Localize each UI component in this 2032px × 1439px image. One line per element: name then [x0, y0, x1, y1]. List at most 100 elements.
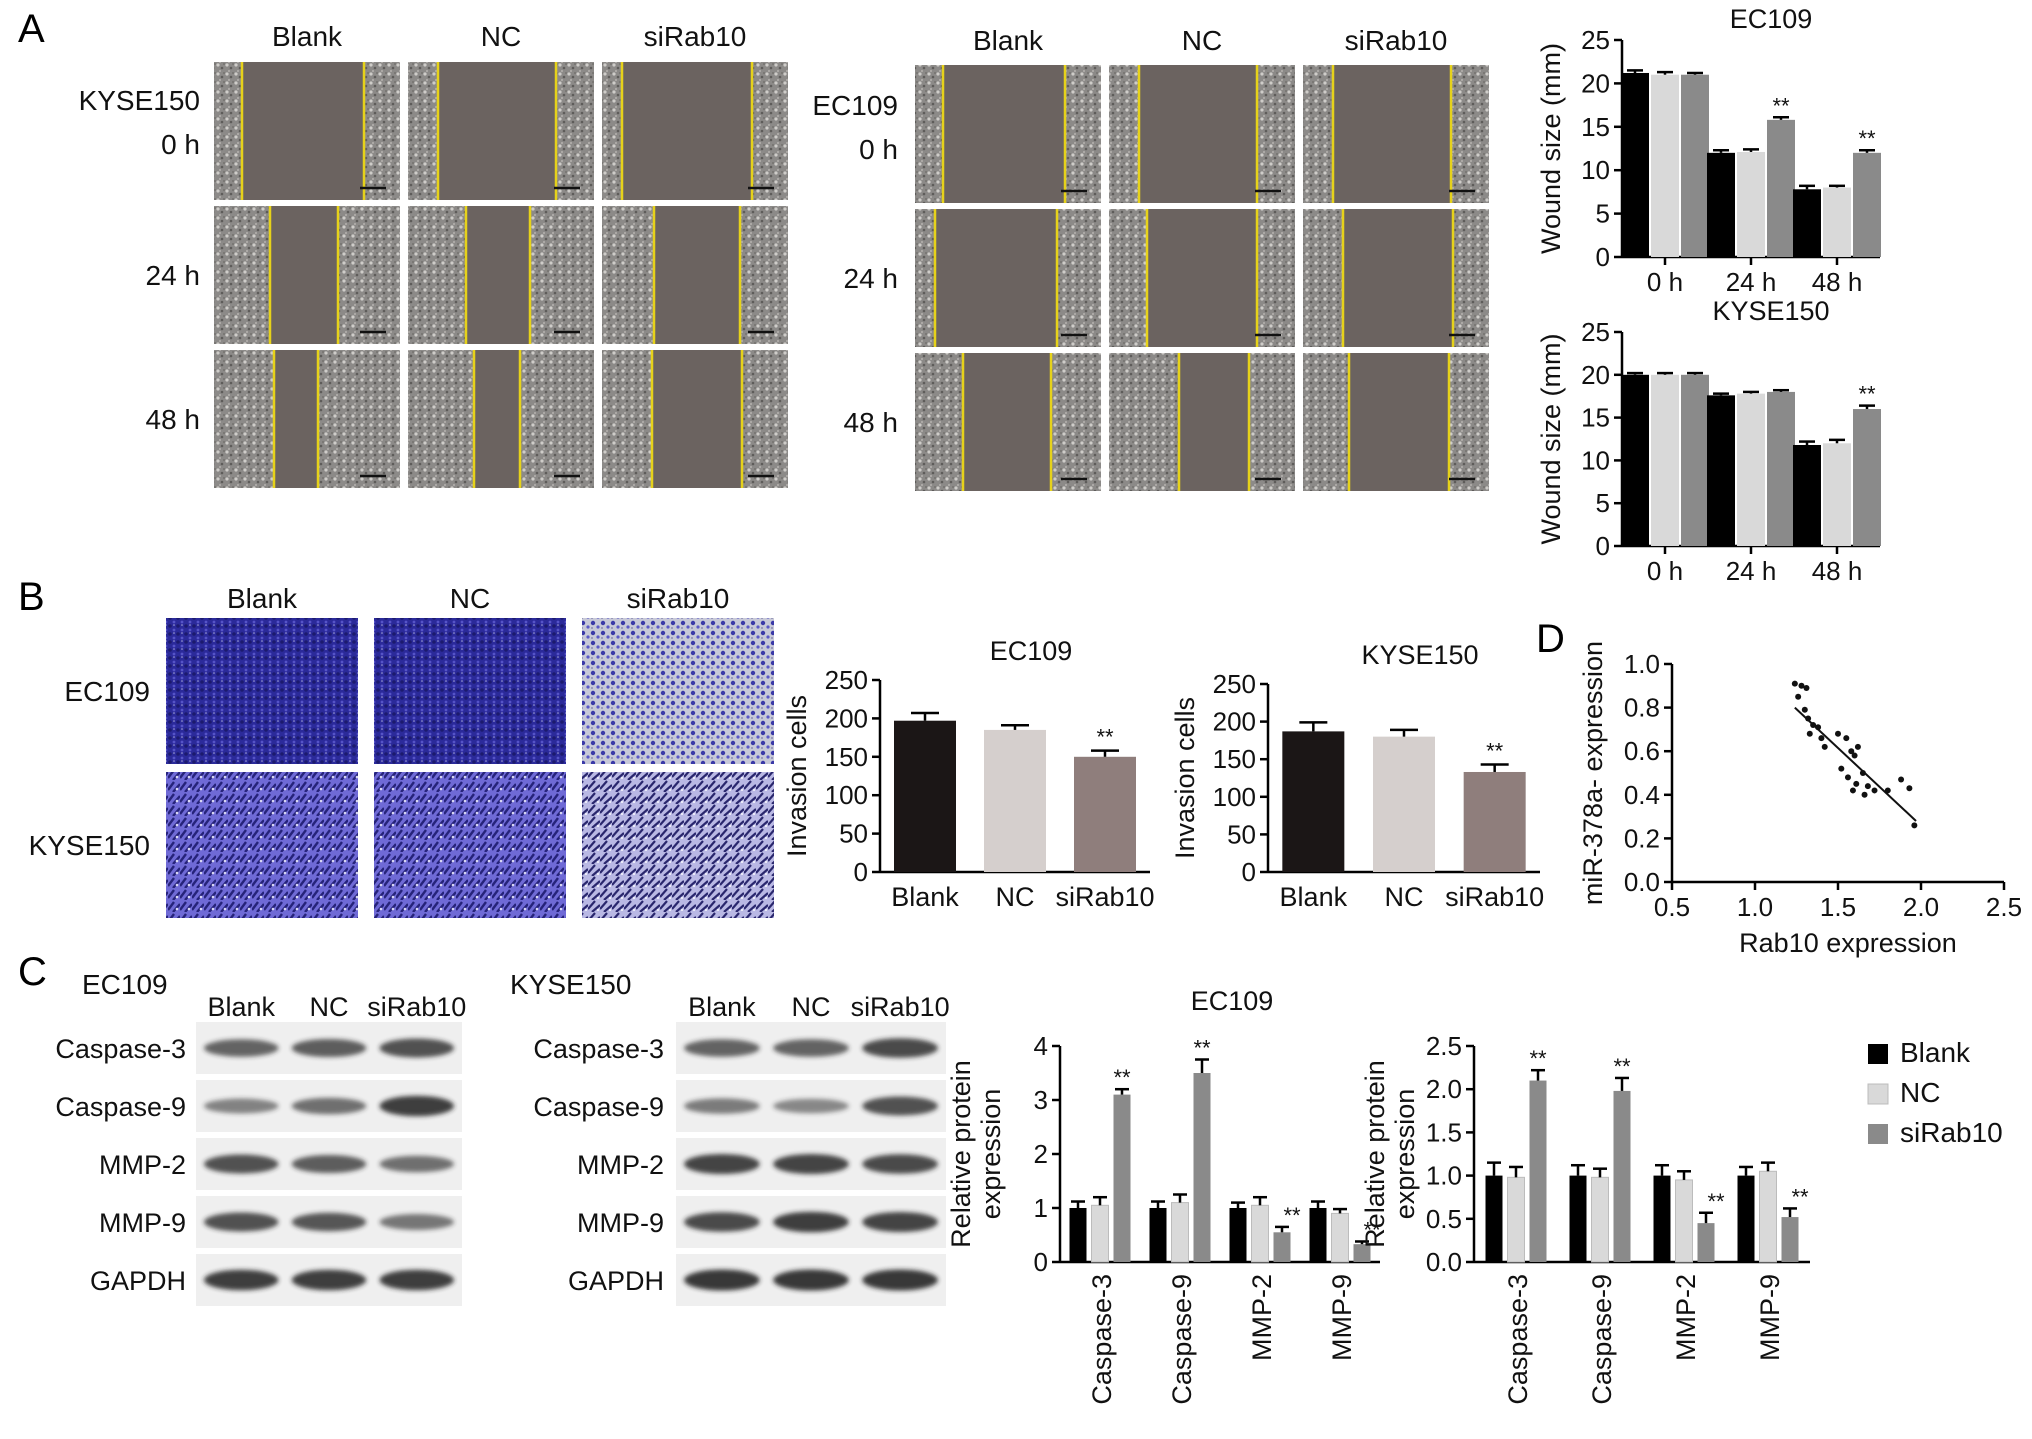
invasion-image	[166, 618, 358, 764]
protein-label: MMP-2	[99, 1150, 186, 1180]
bar-blank	[1737, 1175, 1755, 1262]
protein-band	[379, 1214, 455, 1230]
western-blot-ec109: EC109 Blank NC siRab10 Caspase-3 Caspase-9 MMP…	[55, 969, 466, 1306]
wound-gap	[622, 62, 752, 200]
y-tick-label: 25	[1581, 317, 1610, 347]
lane-header-blank: Blank	[207, 992, 275, 1022]
data-point	[1798, 682, 1805, 689]
y-tick-label: 0.0	[1426, 1247, 1462, 1277]
lane-header-sirab10: siRab10	[851, 992, 950, 1022]
x-tick-label: Caspase-3	[1503, 1274, 1533, 1405]
data-point	[1844, 774, 1851, 781]
x-tick-label: Caspase-9	[1587, 1274, 1617, 1405]
x-tick-label: 1.5	[1820, 892, 1856, 922]
protein-label: GAPDH	[568, 1266, 664, 1296]
x-tick-label: Caspase-9	[1167, 1274, 1197, 1405]
significance-mark: **	[1772, 93, 1790, 118]
bar-blank	[1793, 189, 1821, 257]
x-axis-label: Rab10 expression	[1739, 928, 1957, 958]
bar-blank	[1653, 1175, 1671, 1262]
bar-blank	[1149, 1208, 1167, 1262]
y-tick-label: 0	[1242, 857, 1256, 887]
bar-blank	[1621, 374, 1649, 546]
protein-band	[684, 1039, 760, 1057]
column-header-blank: Blank	[973, 25, 1044, 56]
column-header-nc: NC	[481, 21, 521, 52]
panel-label-c: C	[18, 950, 47, 994]
invasion-image	[166, 772, 358, 918]
y-tick-label: 100	[1213, 782, 1256, 812]
wound-gap	[1147, 209, 1257, 347]
legend-label-sirab10: siRab10	[1900, 1117, 2003, 1148]
y-tick-label: 0.0	[1624, 867, 1660, 897]
row-time-label: 24 h	[844, 263, 899, 294]
y-tick-label: 1.0	[1624, 649, 1660, 679]
bar-blank	[1069, 1208, 1087, 1262]
y-tick-label: 2.5	[1426, 1031, 1462, 1061]
invasion-image	[582, 772, 774, 918]
data-point	[1848, 748, 1855, 755]
x-tick-label: NC	[996, 882, 1035, 912]
data-point	[1835, 730, 1841, 737]
column-header-sirab10: siRab10	[1345, 25, 1448, 56]
y-tick-label: 250	[825, 665, 868, 695]
bar-sirab10	[1613, 1090, 1631, 1262]
protein-band	[862, 1154, 938, 1174]
bar-sirab10	[1529, 1080, 1547, 1262]
bar-sirab10	[1681, 74, 1709, 257]
bar-nc	[1737, 393, 1765, 546]
x-tick-label: Blank	[891, 882, 959, 912]
legend-label-blank: Blank	[1900, 1037, 1971, 1068]
protein-band	[862, 1038, 938, 1058]
x-tick-label: 48 h	[1812, 556, 1863, 586]
significance-mark: **	[1858, 126, 1876, 151]
y-axis-label: miR-378a- expression	[1578, 641, 1608, 905]
x-tick-label: 0 h	[1647, 556, 1683, 586]
invasion-chart-ec109: EC109 Invasion cells 0 50 100 150 200 250 Blank N…	[782, 636, 1155, 912]
protein-band	[379, 1095, 455, 1117]
significance-mark: **	[1096, 725, 1114, 750]
lane-header-nc: NC	[792, 992, 831, 1022]
protein-band	[291, 1155, 367, 1173]
x-tick-label: MMP-9	[1755, 1274, 1785, 1361]
lane-header-blank: Blank	[688, 992, 756, 1022]
bar-sirab10	[1853, 409, 1881, 546]
wound-gap	[1139, 65, 1257, 203]
y-tick-label: 0	[1034, 1247, 1048, 1277]
column-header-sirab10: siRab10	[644, 21, 747, 52]
wound-gap	[270, 206, 338, 344]
column-header-nc: NC	[450, 583, 490, 614]
panel-label-d: D	[1536, 617, 1565, 661]
significance-mark: **	[1707, 1189, 1725, 1214]
bar	[1373, 736, 1435, 872]
x-tick-label: NC	[1385, 882, 1424, 912]
significance-mark: **	[1193, 1036, 1211, 1061]
wound-gap	[654, 206, 740, 344]
protein-label: MMP-9	[577, 1208, 664, 1238]
protein-band	[203, 1039, 279, 1057]
protein-band	[684, 1154, 760, 1174]
data-point	[1818, 735, 1825, 742]
row-cell-line-label: KYSE150	[29, 830, 150, 861]
bar-sirab10	[1681, 374, 1709, 546]
x-tick-label: 2.5	[1986, 892, 2022, 922]
protein-band	[684, 1269, 760, 1291]
bar	[1074, 756, 1136, 872]
bar-nc	[1507, 1176, 1525, 1263]
data-point	[1861, 791, 1868, 798]
x-tick-label: siRab10	[1445, 882, 1544, 912]
panel-label-b: B	[18, 575, 45, 619]
wound-image	[1109, 353, 1295, 491]
correlation-scatter: miR-378a- expression 0.0 0.2 0.4 0.6 0.8 1.0 0.…	[1578, 641, 2022, 958]
column-header-blank: Blank	[272, 21, 343, 52]
data-point	[1898, 776, 1905, 783]
y-tick-label: 200	[1213, 707, 1256, 737]
legend-swatch-sirab10	[1868, 1124, 1888, 1144]
bar-blank	[1621, 72, 1649, 257]
y-axis-label: Wound size (mm)	[1536, 43, 1566, 254]
y-tick-label: 50	[839, 819, 868, 849]
significance-mark: **	[1363, 1217, 1381, 1242]
bar-sirab10	[1853, 152, 1881, 257]
wound-gap	[1343, 209, 1453, 347]
wound-image	[602, 62, 788, 200]
